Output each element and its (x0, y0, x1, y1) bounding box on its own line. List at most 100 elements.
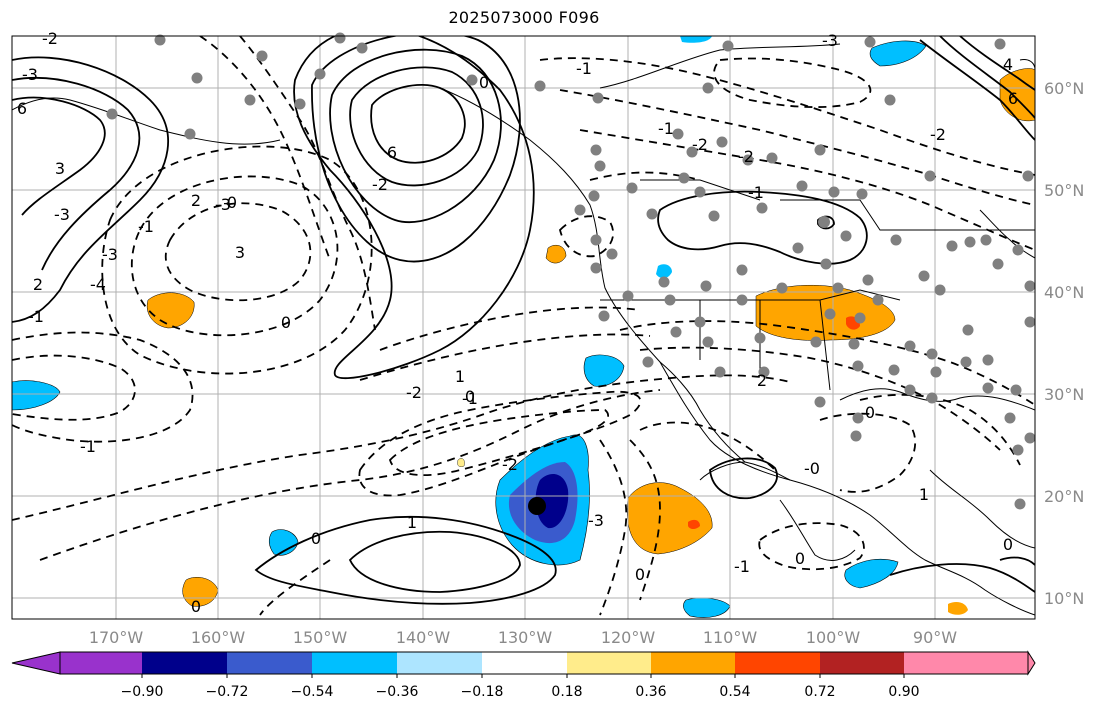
positive-anomaly-core (688, 519, 700, 529)
colorbar-bin (820, 652, 904, 674)
contour-label: -1 (138, 217, 154, 236)
contour-label: 3 (235, 243, 245, 262)
negative-anomaly-region (12, 380, 61, 411)
contour-label: -2 (372, 175, 388, 194)
colorbar-bin (397, 652, 482, 674)
station-marker (864, 36, 876, 48)
contour-label: 0 (635, 565, 645, 584)
station-marker (184, 128, 196, 140)
colorbar-frame (59, 651, 1029, 675)
contour-label: 0 (479, 73, 489, 92)
contour-label: -3 (54, 205, 70, 224)
contour-label: 2 (33, 275, 43, 294)
colorbar-tick-label: 0.90 (888, 684, 919, 700)
contour-label: 1 (407, 513, 417, 532)
contour-label: -1 (658, 119, 674, 138)
station-marker (792, 242, 804, 254)
longitude-label: 160°W (191, 628, 246, 647)
station-marker (736, 294, 748, 306)
station-marker (810, 336, 822, 348)
station-marker (994, 38, 1006, 50)
contour-label-group: -2 -366-3-306-2-343-22-2-13-3-4-1-20102-2… (17, 29, 1018, 616)
station-marker (106, 108, 118, 120)
latitude-label: 40°N (1044, 283, 1084, 302)
colorbar-min-arrow (11, 651, 61, 675)
station-marker (872, 294, 884, 306)
contour-label: 6 (1008, 89, 1018, 108)
station-marker (904, 384, 916, 396)
station-marker (708, 210, 720, 222)
station-marker (964, 236, 976, 248)
colorbar-bin (142, 652, 227, 674)
station-marker (852, 412, 864, 424)
contour-label: 1 (455, 367, 465, 386)
station-marker (814, 396, 826, 408)
station-marker (626, 182, 638, 194)
station-marker (1022, 170, 1034, 182)
contour-label: -3 (588, 511, 604, 530)
station-marker (852, 360, 864, 372)
station-marker (256, 50, 268, 62)
station-marker (930, 366, 942, 378)
station-marker (244, 94, 256, 106)
colorbar-tick-label: −0.36 (376, 684, 419, 700)
contour-label: -1 (734, 557, 750, 576)
contour-label: 0 (1003, 535, 1013, 554)
station-marker (820, 258, 832, 270)
longitude-label: 140°W (396, 628, 451, 647)
contour-label: 1 (919, 485, 929, 504)
station-marker (980, 234, 992, 246)
colorbar-bin (60, 652, 142, 674)
station-marker (606, 248, 618, 260)
station-marker (890, 234, 902, 246)
station-marker (776, 282, 788, 294)
contour-label: -1 (576, 59, 592, 78)
latitude-label: 30°N (1044, 385, 1084, 404)
colorbar-tick-label: 0.54 (719, 684, 750, 700)
station-marker (700, 280, 712, 292)
station-marker (722, 40, 734, 52)
negative-anomaly-center (535, 474, 569, 529)
contour-label: 4 (1003, 55, 1013, 74)
station-marker (754, 332, 766, 344)
contour-label: -3 (102, 245, 118, 264)
contour-label: -2 (692, 135, 708, 154)
contour-label: 0 (281, 313, 291, 332)
colorbar: −0.90 −0.72 −0.54 −0.36 −0.18 0.18 0.36 0.54 0.7… (11, 650, 1036, 700)
station-marker (622, 290, 634, 302)
positive-anomaly-region (457, 458, 465, 467)
contour-label: -2 (42, 29, 58, 48)
station-marker (590, 144, 602, 156)
station-marker (926, 348, 938, 360)
longitude-label: 130°W (498, 628, 553, 647)
contour-label: 3 (55, 159, 65, 178)
contour-label: -1 (462, 389, 478, 408)
station-marker (466, 74, 478, 86)
station-marker (1004, 412, 1016, 424)
station-marker (590, 234, 602, 246)
colorbar-bin (651, 652, 735, 674)
station-marker (1024, 316, 1036, 328)
station-marker (534, 80, 546, 92)
contour-label: -1 (28, 307, 44, 326)
station-marker (672, 128, 684, 140)
station-marker (694, 316, 706, 328)
station-marker (598, 310, 610, 322)
station-marker (982, 354, 994, 366)
contour-label: 6 (387, 143, 397, 162)
station-markers (106, 32, 1036, 510)
station-marker (154, 34, 166, 46)
longitude-label: 120°W (601, 628, 656, 647)
colorbar-bin (567, 652, 651, 674)
station-marker (904, 340, 916, 352)
storm-center-marker (528, 497, 546, 515)
contour-label: -0 (804, 459, 820, 478)
station-marker (888, 364, 900, 376)
station-marker (716, 136, 728, 148)
longitude-label: 100°W (806, 628, 861, 647)
longitude-label: 170°W (89, 628, 144, 647)
negative-anomaly-region (268, 529, 299, 556)
contour-label: 0 (191, 597, 201, 616)
colorbar-bin (904, 652, 1028, 674)
coastlines (12, 43, 1035, 616)
